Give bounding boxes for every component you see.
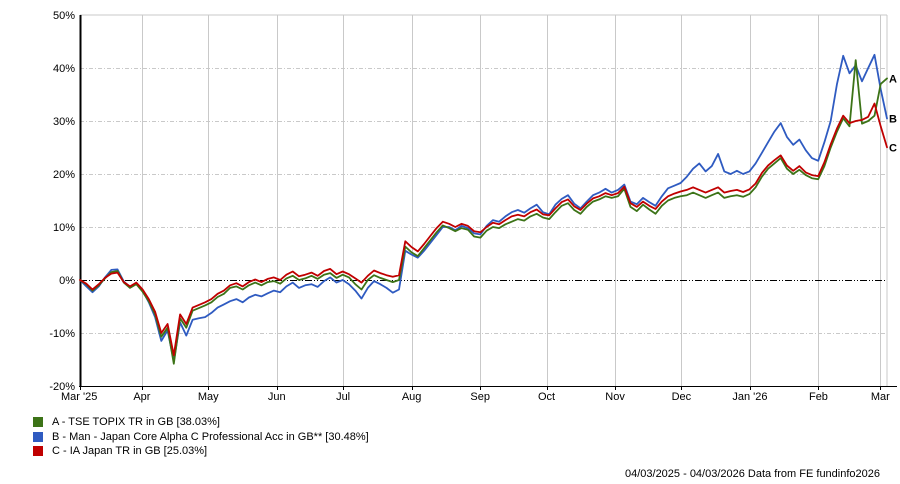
footer-note: 04/03/2025 - 04/03/2026 Data from FE fun…	[624, 468, 880, 480]
legend-swatch-a	[33, 417, 43, 428]
x-axis-label: Oct	[538, 391, 555, 403]
series-line-b	[79, 53, 888, 363]
series-end-label-a: A	[889, 73, 897, 85]
legend-item-a: A - TSE TOPIX TR in GB [38.03%]	[33, 415, 369, 430]
series-end-label-b: B	[889, 113, 897, 125]
legend-label-a: A - TSE TOPIX TR in GB [38.03%]	[52, 416, 220, 429]
x-axis-label: Mar '25	[61, 391, 97, 403]
legend: A - TSE TOPIX TR in GB [38.03%] B - Man …	[33, 415, 369, 459]
y-axis-label: 50%	[53, 10, 75, 22]
legend-swatch-b	[33, 431, 43, 442]
x-axis-label: Jul	[336, 391, 350, 403]
x-axis-label: Aug	[402, 391, 422, 403]
legend-swatch-c	[33, 446, 43, 457]
x-axis-label: May	[198, 391, 219, 403]
legend-item-b: B - Man - Japan Core Alpha C Professiona…	[33, 430, 369, 445]
series-line-c	[79, 102, 888, 357]
series-end-label-c: C	[889, 142, 897, 154]
y-axis-label: 30%	[53, 116, 75, 128]
y-axis-label: 40%	[53, 63, 75, 75]
x-axis-label: Sep	[470, 391, 490, 403]
legend-label-b: B - Man - Japan Core Alpha C Professiona…	[52, 430, 369, 443]
y-axis-label: -10%	[49, 328, 75, 340]
y-axis-label: 10%	[53, 222, 75, 234]
legend-item-c: C - IA Japan TR in GB [25.03%]	[33, 444, 369, 459]
y-axis-label: 0%	[59, 275, 75, 287]
x-axis-label: Jan '26	[732, 391, 767, 403]
x-axis-label: Dec	[672, 391, 692, 403]
series-line-a	[79, 59, 888, 365]
x-axis-label: Jun	[268, 391, 286, 403]
x-axis-label: Nov	[605, 391, 625, 403]
y-axis-label: -20%	[49, 381, 75, 393]
x-axis-label: Mar	[871, 391, 890, 403]
legend-label-c: C - IA Japan TR in GB [25.03%]	[52, 445, 208, 458]
y-axis-label: 20%	[53, 169, 75, 181]
x-axis-label: Apr	[133, 391, 150, 403]
x-axis-label: Feb	[809, 391, 828, 403]
